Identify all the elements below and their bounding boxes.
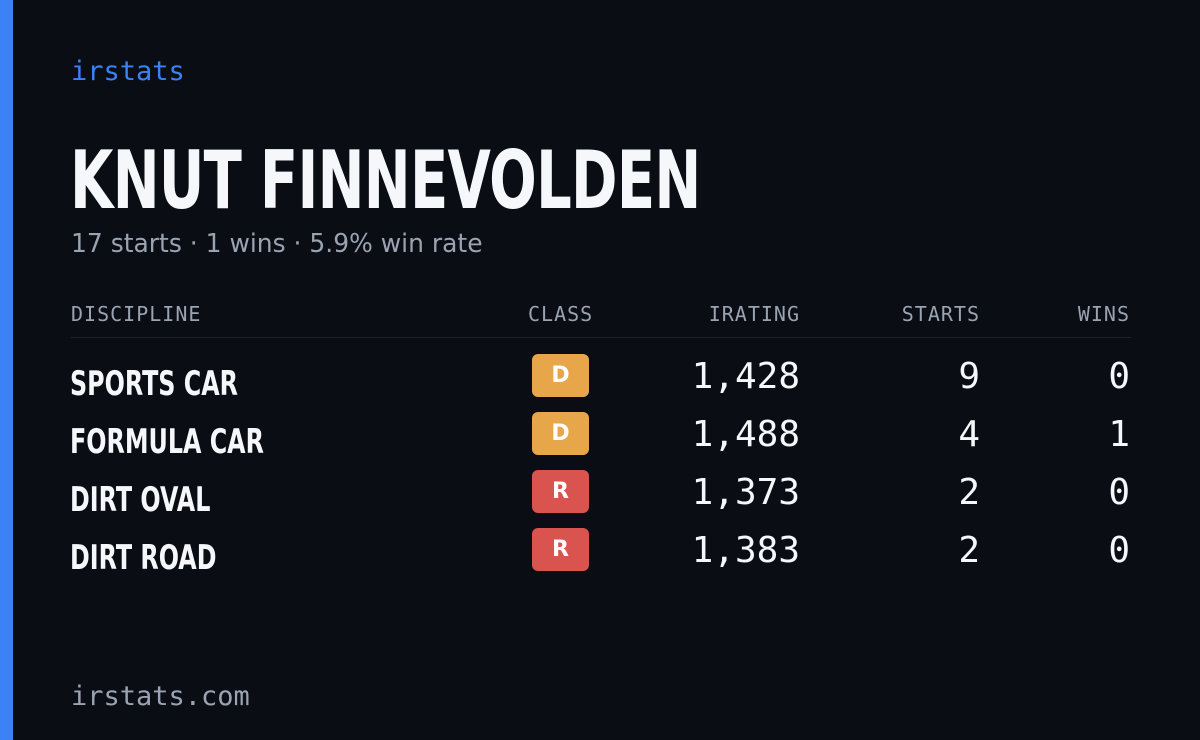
discipline-name: DIRT ROAD (70, 538, 217, 578)
irating-value: 1,383 (691, 530, 800, 571)
footer-url: irstats.com (71, 681, 250, 712)
irating-value: 1,488 (691, 414, 800, 455)
table-row: FORMULA CAR D 1,488 4 1 (0, 412, 1200, 470)
class-badge: D (532, 412, 589, 455)
header-wins: WINS (1077, 302, 1130, 326)
header-irating: IRATING (708, 302, 800, 326)
discipline-name: FORMULA CAR (70, 422, 264, 462)
header-starts: STARTS (901, 302, 980, 326)
driver-summary: 17 starts · 1 wins · 5.9% win rate (71, 229, 483, 259)
header-class: CLASS (528, 302, 594, 326)
discipline-name: DIRT OVAL (70, 480, 211, 520)
accent-bar (0, 0, 13, 740)
starts-value: 2 (958, 530, 980, 571)
header-discipline: DISCIPLINE (71, 302, 202, 326)
wins-value: 0 (1108, 530, 1130, 571)
starts-value: 9 (958, 356, 980, 397)
header-divider (71, 337, 1131, 338)
driver-name: KNUT FINNEVOLDEN (70, 134, 701, 227)
wins-value: 1 (1108, 414, 1130, 455)
wins-value: 0 (1108, 356, 1130, 397)
starts-value: 4 (958, 414, 980, 455)
class-badge: D (532, 354, 589, 397)
starts-value: 2 (958, 472, 980, 513)
wins-value: 0 (1108, 472, 1130, 513)
table-row: DIRT ROAD R 1,383 2 0 (0, 528, 1200, 586)
class-badge: R (532, 470, 589, 513)
table-row: SPORTS CAR D 1,428 9 0 (0, 354, 1200, 412)
irating-value: 1,373 (691, 472, 800, 513)
discipline-name: SPORTS CAR (70, 364, 238, 404)
irating-value: 1,428 (691, 356, 800, 397)
brand-logo: irstats (71, 56, 185, 87)
table-row: DIRT OVAL R 1,373 2 0 (0, 470, 1200, 528)
class-badge: R (532, 528, 589, 571)
